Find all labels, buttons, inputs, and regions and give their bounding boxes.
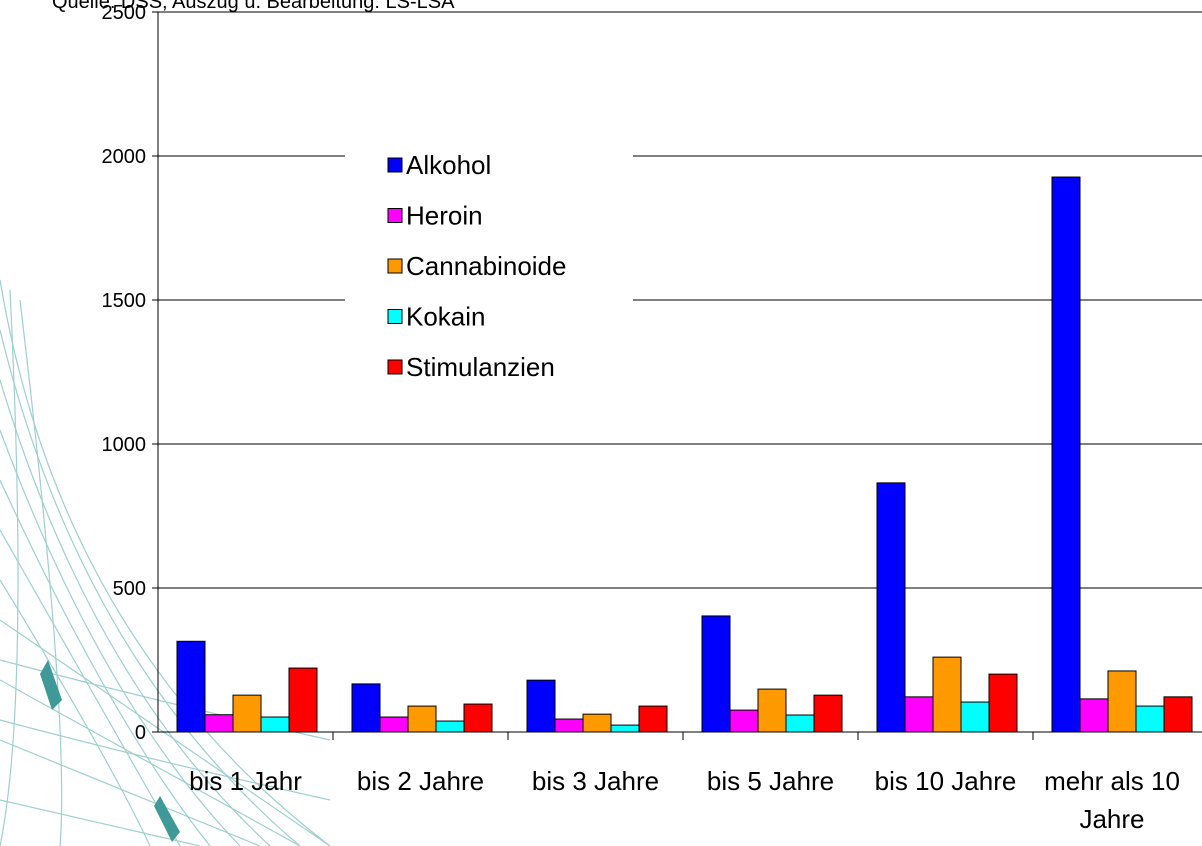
- x-tick-label: bis 10 Jahre: [875, 766, 1017, 796]
- bar: [463, 703, 493, 733]
- y-tick-label: 1000: [102, 434, 147, 456]
- bar: [904, 696, 934, 733]
- x-tick-label: bis 1 Jahr: [189, 766, 302, 796]
- legend-swatch: [387, 157, 403, 173]
- bar: [638, 705, 668, 733]
- legend-swatch: [387, 309, 403, 324]
- bar: [1079, 698, 1109, 733]
- x-tick-label: mehr als 10 Jahre: [1044, 766, 1180, 834]
- legend-label: Kokain: [406, 302, 486, 332]
- bar: [204, 714, 234, 733]
- bar: [379, 716, 409, 733]
- y-tick-label: 2000: [102, 146, 147, 168]
- y-tick-label: 2500: [102, 2, 147, 24]
- bar: [1135, 705, 1165, 733]
- background-decoration: [0, 279, 331, 846]
- legend-label: Alkohol: [406, 150, 491, 180]
- bar: [757, 688, 787, 733]
- bar: [351, 683, 381, 733]
- bar: [554, 718, 584, 733]
- bar: [988, 673, 1018, 733]
- legend-swatch: [387, 258, 403, 274]
- legend-swatch: [387, 208, 403, 223]
- bar: [785, 714, 815, 733]
- bar: [288, 667, 318, 733]
- legend-swatch: [387, 359, 403, 375]
- bar: [582, 713, 612, 733]
- y-tick-label: 1500: [102, 290, 147, 312]
- x-tick-label: bis 3 Jahre: [532, 766, 659, 796]
- x-tick-label: bis 2 Jahre: [357, 766, 484, 796]
- y-tick-label: 500: [113, 578, 146, 600]
- legend-label: Stimulanzien: [406, 352, 555, 382]
- bar: [232, 694, 262, 733]
- bar: [1163, 696, 1193, 733]
- bar: [1051, 176, 1081, 733]
- legend: Alkohol Heroin Cannabinoide Kokain Stimulanz…: [345, 138, 633, 388]
- bar: [932, 656, 962, 733]
- bar: [701, 615, 731, 733]
- legend-label: Heroin: [406, 201, 483, 231]
- bar: [813, 694, 843, 733]
- bar: [260, 716, 290, 733]
- bar: [1107, 670, 1137, 733]
- y-tick-label: 0: [135, 722, 146, 744]
- bar: [407, 705, 437, 733]
- x-tick-label: bis 5 Jahre: [707, 766, 834, 796]
- bar: [960, 701, 990, 733]
- bar: [610, 724, 640, 733]
- source-note: Quelle: DSS, Auszug u. Bearbeitung: LS-L…: [52, 0, 455, 13]
- bar: [526, 679, 556, 733]
- bar: [729, 709, 759, 733]
- bar: [435, 720, 465, 733]
- legend-label: Cannabinoide: [406, 251, 566, 281]
- bar: [176, 640, 206, 733]
- bar: [876, 482, 906, 733]
